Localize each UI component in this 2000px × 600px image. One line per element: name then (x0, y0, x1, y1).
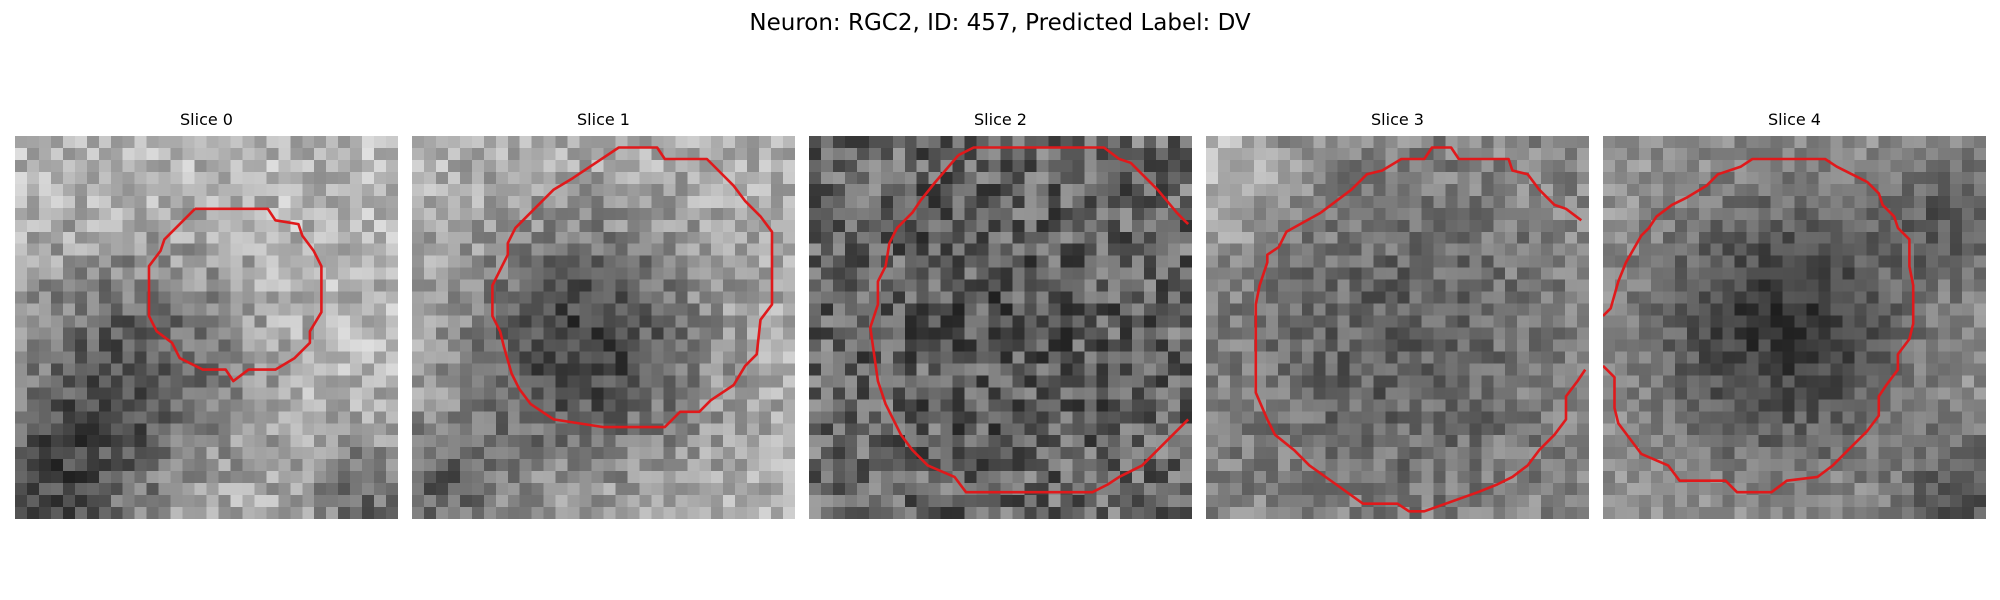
contour-outline-0 (1320, 146, 1583, 222)
slice-panel-3: Slice 3 (1206, 110, 1589, 519)
slice-panel-2: Slice 2 (809, 110, 1192, 519)
contour-outline-1 (868, 154, 1190, 494)
slice-title-4: Slice 4 (1768, 110, 1821, 129)
slice-title-2: Slice 2 (974, 110, 1027, 129)
pixel-grid (15, 136, 398, 519)
contour-outline-0 (491, 146, 774, 429)
slice-title-3: Slice 3 (1371, 110, 1424, 129)
figure-title: Neuron: RGC2, ID: 457, Predicted Label: … (749, 10, 1251, 36)
pixel-grid (809, 136, 1192, 519)
slice-panel-1: Slice 1 (412, 110, 795, 519)
slice-panel-4: Slice 4 (1603, 110, 1986, 519)
pixel-grid (1603, 136, 1986, 519)
pixel-grid (1206, 136, 1589, 519)
slice-image-4 (1603, 136, 1986, 519)
slice-panel-0: Slice 0 (15, 110, 398, 519)
slice-image-0 (15, 136, 398, 519)
contour-outline-0 (1603, 157, 1915, 494)
pixel-grid (412, 136, 795, 519)
contour-outline-1 (1254, 211, 1587, 513)
contour-outline-0 (957, 146, 1190, 226)
slice-image-1 (412, 136, 795, 519)
slice-image-2 (809, 136, 1192, 519)
contour-outline-0 (147, 207, 323, 383)
slice-title-0: Slice 0 (180, 110, 233, 129)
slice-image-3 (1206, 136, 1589, 519)
slice-title-1: Slice 1 (577, 110, 630, 129)
